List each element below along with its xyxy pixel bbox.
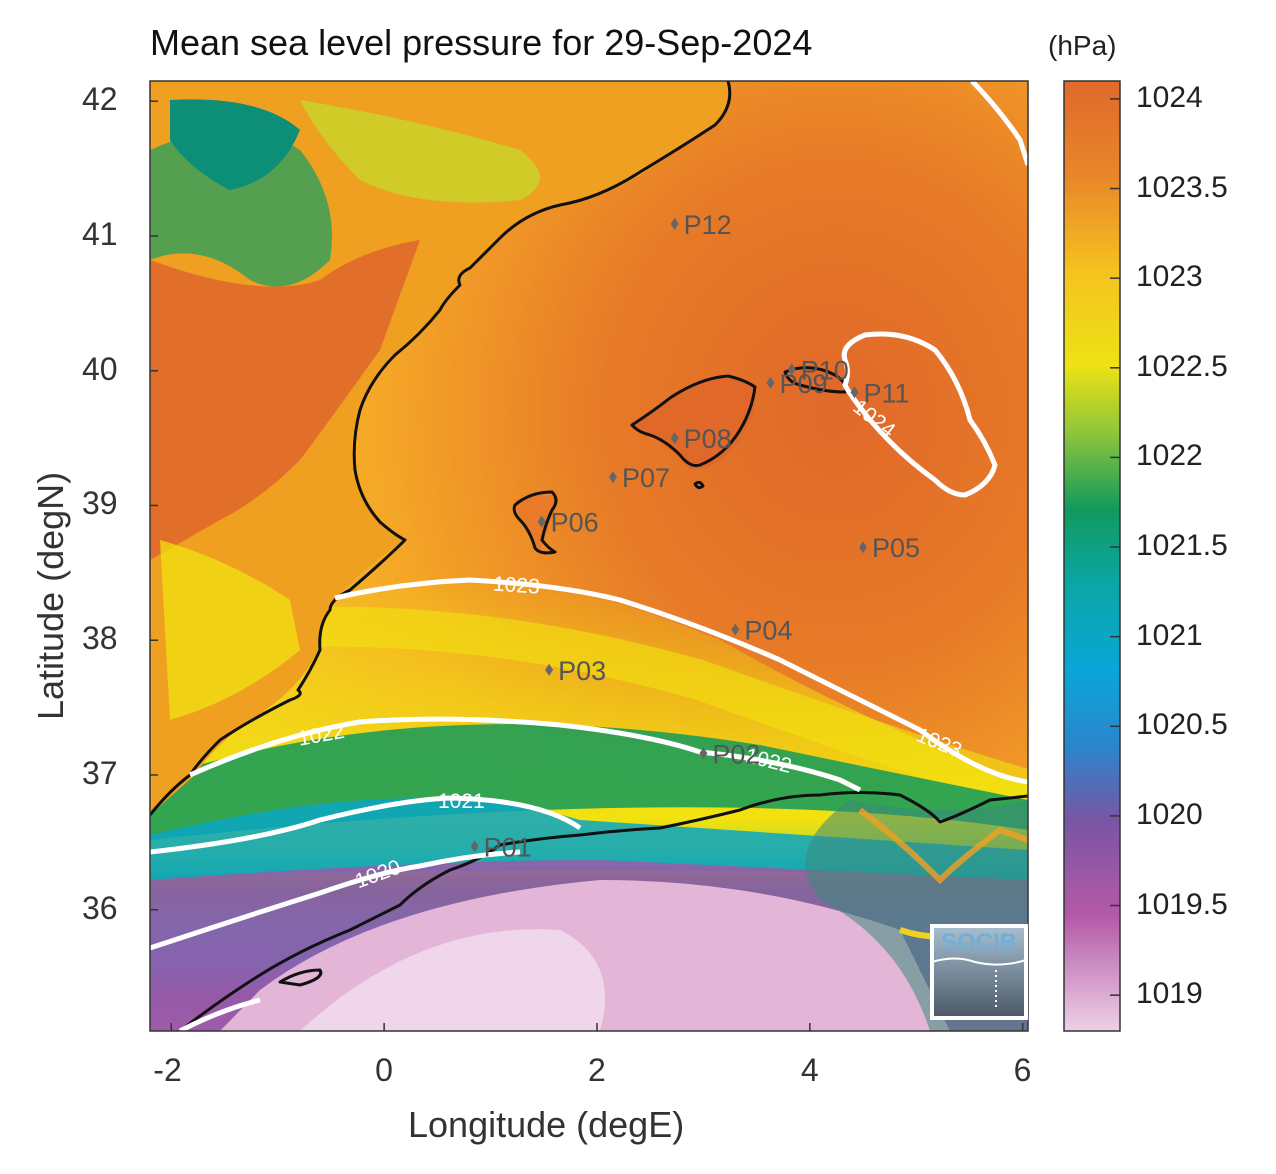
station-marker <box>545 663 554 676</box>
coastlines <box>150 81 1028 1031</box>
y-tick-label: 40 <box>82 350 118 387</box>
colorbar-tick-label: 1019 <box>1136 977 1203 1011</box>
contour-1024-east <box>970 81 1028 166</box>
colorbar-tick-label: 1024 <box>1136 80 1203 114</box>
station-label: P07 <box>622 463 670 493</box>
contour-1023 <box>334 577 1028 785</box>
x-tick-label: -2 <box>153 1052 182 1088</box>
station-marker <box>699 747 708 760</box>
y-tick-label: 39 <box>82 485 118 522</box>
station-marker <box>608 471 617 484</box>
colorbar-tick-label: 1022.5 <box>1136 349 1228 383</box>
station-label: P01 <box>484 832 532 862</box>
colorbar-tick-label: 1023.5 <box>1136 170 1228 204</box>
station-label: P10 <box>801 355 849 385</box>
station-marker <box>537 515 546 528</box>
station-label: P03 <box>558 656 606 686</box>
colorbar-units: (hPa) <box>1048 30 1117 61</box>
station-marker <box>859 541 868 554</box>
alboran-lake <box>278 968 323 987</box>
contour-label: 1021 <box>438 790 485 813</box>
mallorca-coast <box>630 374 757 467</box>
ibiza-coast <box>512 490 558 555</box>
contour-1022 <box>188 716 862 793</box>
station-marker <box>787 363 796 376</box>
station-marker <box>731 623 740 636</box>
x-tick-label: 0 <box>375 1052 393 1088</box>
map-title: Mean sea level pressure for 29-Sep-2024 <box>150 22 813 63</box>
menorca-coast <box>783 366 848 394</box>
colorbar-tick-label: 1022 <box>1136 439 1203 473</box>
y-tick-label: 36 <box>82 889 118 926</box>
station-marker <box>766 376 775 389</box>
x-tick-label: 4 <box>800 1052 819 1088</box>
contour-lines <box>150 81 1028 1031</box>
station-marker <box>670 432 679 445</box>
y-tick-label: 41 <box>82 215 118 252</box>
socib-logo: SOCIB <box>930 924 1028 1020</box>
colorbar-tick-label: 1020.5 <box>1136 708 1228 742</box>
contour-1020-south <box>178 997 261 1031</box>
y-tick-label: 38 <box>82 620 118 657</box>
africa-coast <box>179 791 1028 1031</box>
x-axis-label: Longitude (degE) <box>408 1104 685 1145</box>
socib-logo-text: SOCIB <box>941 929 1017 956</box>
x-tick-label: 2 <box>587 1052 606 1088</box>
contour-1020 <box>150 849 521 951</box>
contour-1024-loop <box>841 331 998 498</box>
station-label: P12 <box>684 210 732 240</box>
y-tick-label: 37 <box>82 754 118 791</box>
station-marker <box>850 386 859 399</box>
contour-1021 <box>150 795 582 855</box>
pressure-field <box>150 81 1028 1031</box>
x-tick-label: 6 <box>1013 1052 1032 1088</box>
map-frame <box>149 80 1029 1032</box>
station-label: P09 <box>779 369 827 399</box>
colorbar-tick-label: 1019.5 <box>1136 887 1228 921</box>
colorbar-tick-label: 1023 <box>1136 260 1203 294</box>
station-marker <box>670 217 679 230</box>
colorbar <box>1063 80 1121 1032</box>
colorbar-tick-label: 1021 <box>1136 618 1203 652</box>
y-axis-label: Latitude (degN) <box>30 471 71 720</box>
contour-labels: 1020 1021 1022 1022 1023 1023 1024 <box>296 395 965 893</box>
colorbar-tick-label: 1021.5 <box>1136 529 1228 563</box>
cabrera-coast <box>693 480 705 490</box>
station-marker <box>470 840 479 853</box>
station-label: P04 <box>744 615 792 645</box>
station-label: P11 <box>864 378 910 408</box>
iberia-coast <box>150 81 732 816</box>
station-label: P06 <box>551 508 599 538</box>
colorbar-tick-label: 1020 <box>1136 797 1203 831</box>
contour-label: 1023 <box>492 572 540 598</box>
station-label: P02 <box>712 739 760 769</box>
y-tick-label: 42 <box>82 81 118 118</box>
station-label: P05 <box>872 533 920 563</box>
station-label: P08 <box>684 424 732 454</box>
